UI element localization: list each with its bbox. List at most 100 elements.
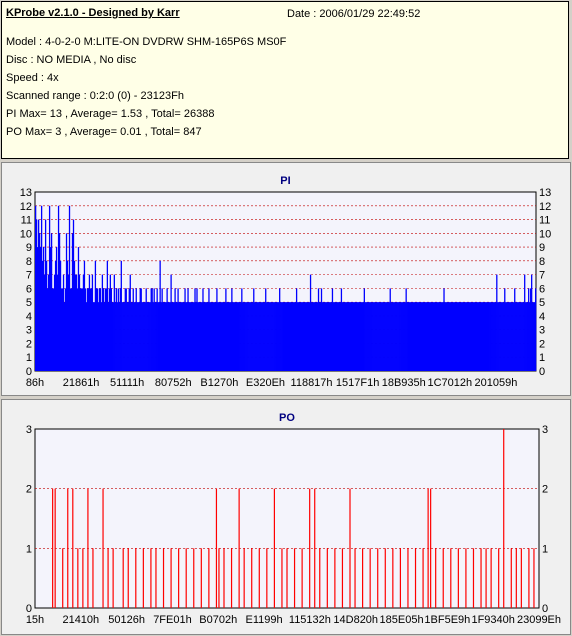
pi-bar (50, 233, 53, 371)
pi-bar (531, 274, 533, 371)
pi-bar (245, 302, 247, 371)
pi-bar (293, 302, 296, 371)
x-tick-label: 80752h (155, 377, 192, 389)
pi-bar (467, 302, 469, 371)
speed-line: Speed : 4x (6, 72, 59, 84)
pi-bar (286, 302, 289, 371)
pi-bar (422, 302, 424, 371)
pi-bar (523, 302, 525, 371)
pi-bar (359, 302, 361, 371)
pi-bar (354, 302, 357, 371)
y-tick-label-left: 1 (26, 352, 32, 364)
pi-bar (89, 288, 92, 371)
y-tick-label-right: 6 (539, 283, 545, 295)
pi-bar (227, 302, 229, 371)
pi-bar (298, 302, 301, 371)
pi-bar (180, 302, 182, 371)
pi-bar (511, 302, 513, 371)
pi-bar (229, 302, 231, 371)
pi-bar (63, 302, 66, 371)
pi-bar (41, 260, 44, 371)
pi-bar (242, 302, 244, 371)
pi-bar (72, 219, 75, 371)
pi-bar (442, 302, 444, 371)
pi-bar (131, 302, 133, 371)
pi-bar (498, 302, 500, 371)
pi-bar (343, 302, 346, 371)
pi-bar (47, 274, 50, 371)
pi-bar (232, 302, 234, 371)
pi-bar (71, 233, 74, 371)
model-line: Model : 4-0-2-0 M:LITE-ON DVDRW SHM-165P… (6, 36, 287, 48)
pi-bar (465, 302, 467, 371)
pi-bar (401, 302, 403, 371)
pi-bar (496, 274, 498, 371)
pi-bar (526, 302, 528, 371)
pi-bar (74, 274, 77, 371)
pi-bar (495, 302, 497, 371)
pi-bar (417, 302, 419, 371)
pi-bar (125, 288, 127, 371)
pi-bar (337, 302, 340, 371)
pi-bar (297, 302, 300, 371)
pi-bar (318, 302, 321, 371)
pi-bar (490, 302, 492, 371)
pi-bar (132, 288, 134, 371)
pi-bar (322, 302, 325, 371)
pi-bar (257, 302, 259, 371)
pi-bar (521, 302, 523, 371)
pi-bar (325, 302, 328, 371)
pi-bar (143, 302, 145, 371)
pi-bar (217, 302, 219, 371)
pi-bar (118, 302, 120, 371)
pi-bar (256, 302, 258, 371)
pi-bar (355, 302, 358, 371)
pi-bar (414, 302, 416, 371)
pi-bar (102, 288, 105, 371)
pi-bar (127, 302, 129, 371)
pi-bar (418, 302, 420, 371)
pi-bar (500, 302, 502, 371)
pi-bar (528, 288, 530, 371)
pi-bar (48, 205, 51, 371)
pi-bar (443, 288, 445, 371)
x-tick-label: 21861h (63, 377, 100, 389)
pi-bar (378, 302, 380, 371)
pi-bar (52, 288, 55, 371)
pi-bar (185, 302, 187, 371)
y-tick-label-right: 2 (542, 484, 548, 496)
range-line: Scanned range : 0:2:0 (0) - 23123Fh (6, 90, 184, 102)
pi-bar (154, 302, 156, 371)
x-tick-label: 51111h (110, 377, 144, 389)
pi-bar (305, 302, 308, 371)
pi-bar (276, 302, 278, 371)
pi-bar (336, 302, 339, 371)
pi-bar (429, 302, 431, 371)
pi-bar (194, 288, 196, 371)
pi-bar (394, 302, 396, 371)
pi-bar (244, 302, 246, 371)
pi-bar (55, 247, 58, 371)
pi-bar (120, 260, 122, 371)
pi-bar (466, 302, 468, 371)
pi-bar (440, 302, 442, 371)
pi-bar (42, 247, 45, 371)
pi-bar (341, 302, 344, 371)
pi-bar (61, 288, 64, 371)
pi-bar (219, 302, 221, 371)
pi-bar (512, 302, 514, 371)
pi-bar (295, 288, 298, 371)
pi-bar (330, 302, 333, 371)
pi-bar (225, 288, 227, 371)
pi-bar (535, 288, 537, 371)
y-tick-label-left: 7 (26, 270, 32, 282)
pi-bar (392, 302, 394, 371)
x-tick-label: 50126h (108, 614, 145, 626)
pi-bar (396, 302, 398, 371)
pi-bar (77, 247, 80, 371)
pi-bar (320, 288, 323, 371)
pi-bar (471, 302, 473, 371)
pi-bar (407, 302, 409, 371)
pi-bar (504, 288, 506, 371)
pi-bar (144, 302, 146, 371)
